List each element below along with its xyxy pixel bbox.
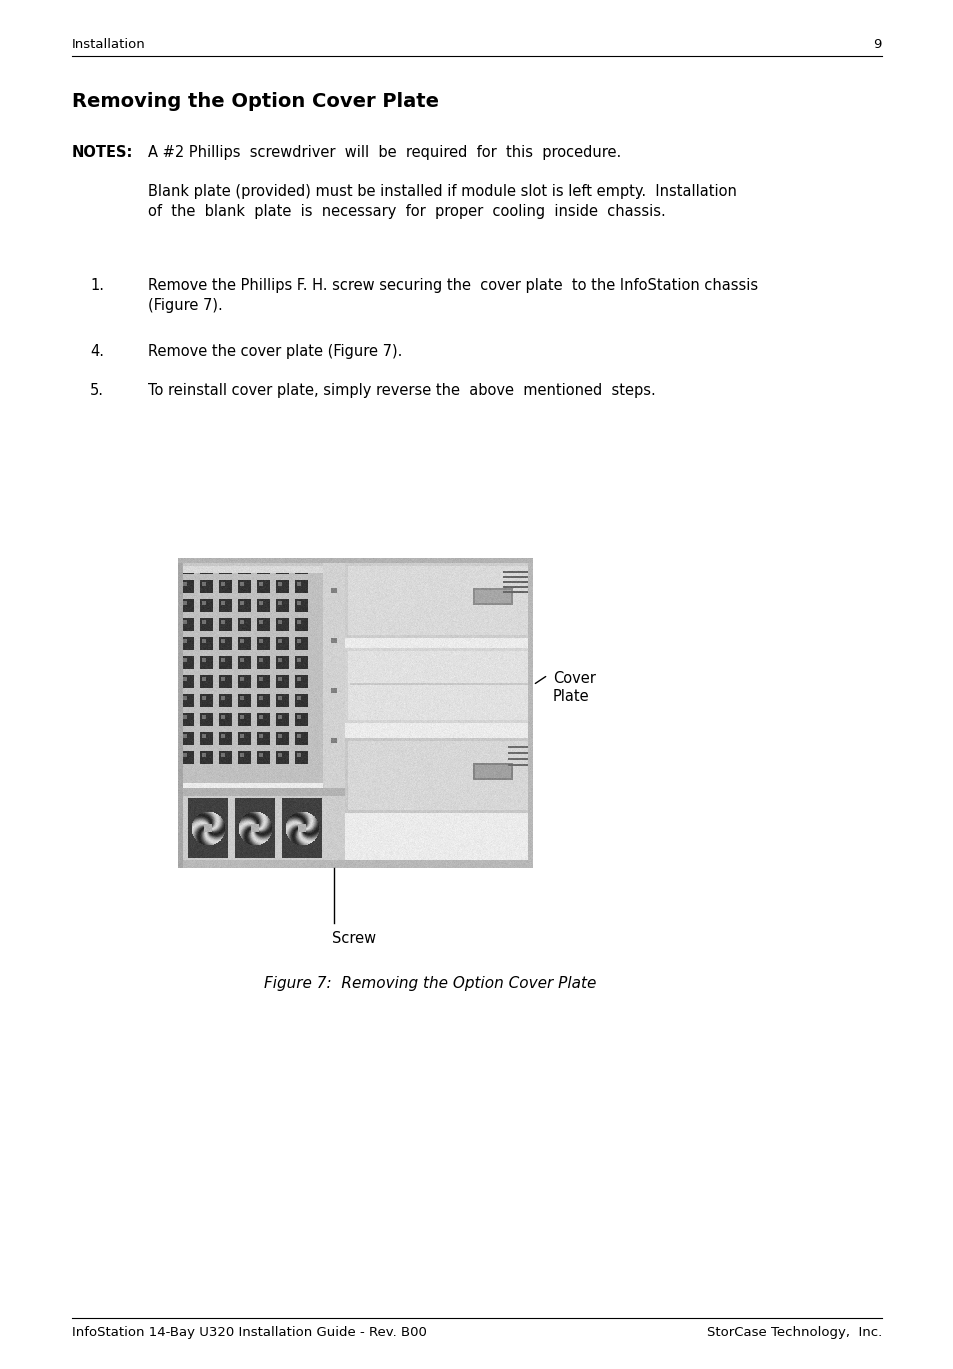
Text: 5.: 5. bbox=[90, 383, 104, 398]
Text: StorCase Technology,  Inc.: StorCase Technology, Inc. bbox=[706, 1327, 882, 1339]
Text: Cover: Cover bbox=[553, 671, 596, 686]
Text: NOTES:: NOTES: bbox=[71, 145, 133, 160]
Text: 1.: 1. bbox=[90, 278, 104, 293]
Text: A #2 Phillips  screwdriver  will  be  required  for  this  procedure.: A #2 Phillips screwdriver will be requir… bbox=[148, 145, 620, 160]
Text: Removing the Option Cover Plate: Removing the Option Cover Plate bbox=[71, 92, 438, 111]
Text: Plate: Plate bbox=[553, 689, 589, 704]
Text: InfoStation 14-Bay U320 Installation Guide - Rev. B00: InfoStation 14-Bay U320 Installation Gui… bbox=[71, 1327, 426, 1339]
Text: 9: 9 bbox=[873, 38, 882, 51]
Text: (Figure 7).: (Figure 7). bbox=[148, 298, 222, 314]
Text: Remove the Phillips F. H. screw securing the  cover plate  to the InfoStation ch: Remove the Phillips F. H. screw securing… bbox=[148, 278, 758, 293]
Text: Remove the cover plate (Figure 7).: Remove the cover plate (Figure 7). bbox=[148, 344, 402, 359]
Text: Screw: Screw bbox=[332, 931, 375, 946]
Text: Installation: Installation bbox=[71, 38, 146, 51]
Text: Blank plate (provided) must be installed if module slot is left empty.  Installa: Blank plate (provided) must be installed… bbox=[148, 183, 736, 199]
Text: of  the  blank  plate  is  necessary  for  proper  cooling  inside  chassis.: of the blank plate is necessary for prop… bbox=[148, 204, 665, 219]
Text: 4.: 4. bbox=[90, 344, 104, 359]
Text: Figure 7:  Removing the Option Cover Plate: Figure 7: Removing the Option Cover Plat… bbox=[264, 976, 596, 991]
Text: To reinstall cover plate, simply reverse the  above  mentioned  steps.: To reinstall cover plate, simply reverse… bbox=[148, 383, 655, 398]
